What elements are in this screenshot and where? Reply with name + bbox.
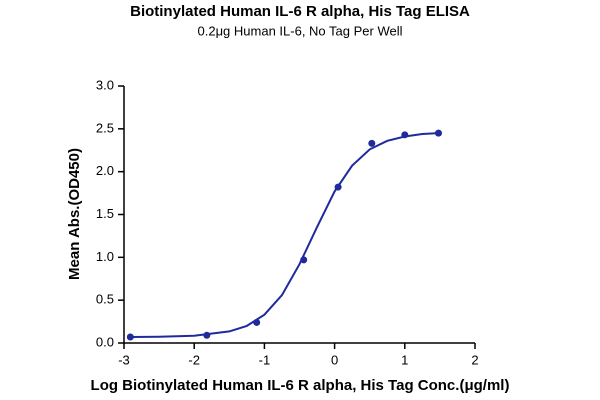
fit-curve [130,132,439,338]
y-tick-label: 2.5 [96,120,114,135]
y-tick-label: 0.0 [96,334,114,349]
x-tick-label: -3 [118,352,130,367]
x-tick-label: -1 [259,352,271,367]
y-tick-label: 3.0 [96,77,114,92]
chart-title: Biotinylated Human IL-6 R alpha, His Tag… [130,3,470,20]
data-point [253,318,261,326]
data-point [401,131,409,139]
x-tick-label: 1 [401,352,408,367]
chart-subtitle: 0.2μg Human IL-6, No Tag Per Well [198,23,403,38]
x-tick-label: 2 [471,352,478,367]
data-point [334,183,342,191]
data-point [126,333,134,341]
x-axis-label: Log Biotinylated Human IL-6 R alpha, His… [91,377,510,394]
y-axis-label: Mean Abs.(OD450) [66,148,83,280]
data-point [300,256,308,264]
y-tick-label: 2.0 [96,163,114,178]
x-tick-label: -2 [188,352,200,367]
x-tick-label: 0 [331,352,338,367]
y-tick-label: 0.5 [96,292,114,307]
y-tick-label: 1.0 [96,249,114,264]
data-point [368,139,376,147]
data-point [434,129,442,137]
y-tick-label: 1.5 [96,206,114,221]
data-point [203,331,211,339]
